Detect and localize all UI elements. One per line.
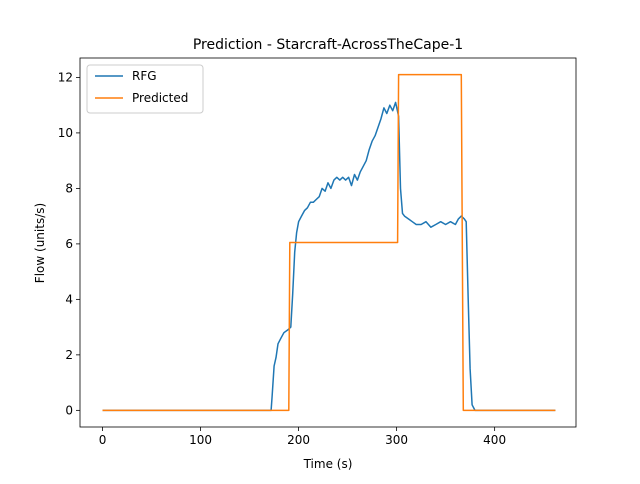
axes-frame <box>79 57 577 428</box>
legend-label: Predicted <box>132 91 188 105</box>
series-line-rfg <box>102 101 556 412</box>
legend-label: RFG <box>132 69 157 83</box>
x-tick-label: 400 <box>483 433 506 447</box>
y-tick-label: 10 <box>58 126 73 140</box>
y-tick-label: 8 <box>65 181 73 195</box>
y-tick-label: 12 <box>58 70 73 84</box>
y-tick-label: 0 <box>65 403 73 417</box>
y-axis-label: Flow (units/s) <box>33 203 47 283</box>
x-tick-label: 0 <box>99 433 107 447</box>
x-axis-label: Time (s) <box>303 457 353 471</box>
chart-title: Prediction - Starcraft-AcrossTheCape-1 <box>193 37 463 53</box>
x-tick-label: 200 <box>287 433 310 447</box>
plot-area: 0 100 200 300 400 0 2 4 6 8 10 12 RFG Predicted <box>58 57 577 447</box>
y-tick-label: 4 <box>65 292 73 306</box>
y-tick-label: 2 <box>65 348 73 362</box>
x-tick-label: 100 <box>189 433 212 447</box>
y-tick-label: 6 <box>65 237 73 251</box>
series-line-predicted <box>102 73 556 412</box>
x-tick-label: 300 <box>385 433 408 447</box>
legend-box <box>86 64 204 114</box>
